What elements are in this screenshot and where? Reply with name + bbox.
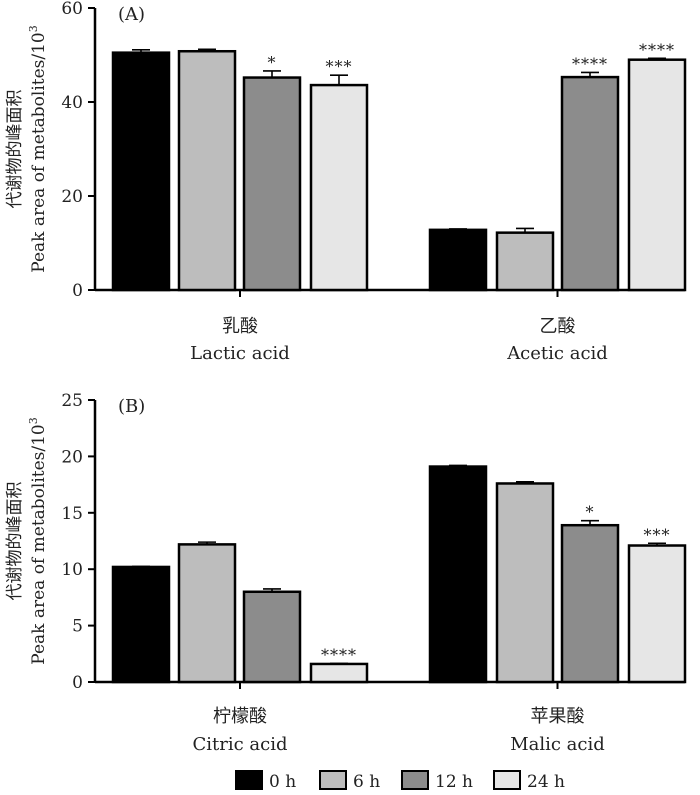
significance-mark: **** bbox=[321, 645, 357, 664]
significance-mark: *** bbox=[326, 57, 353, 76]
y-axis-label-cn: 代谢物的峰面积 bbox=[5, 482, 25, 601]
legend: 0 h 6 h 12 h 24 h bbox=[235, 770, 565, 792]
y-tick-label: 25 bbox=[61, 391, 83, 411]
category-label-cn: 苹果酸 bbox=[531, 706, 585, 727]
category-label-en: Citric acid bbox=[192, 734, 287, 755]
significance-mark: * bbox=[586, 503, 595, 522]
bar-6h-0 bbox=[177, 543, 237, 684]
legend-label: 12 h bbox=[435, 772, 473, 792]
legend-swatch-24h bbox=[493, 770, 521, 790]
y-axis-label-en: Peak area of metabolites/103 bbox=[27, 417, 49, 664]
category-label-cn: 乙酸 bbox=[540, 316, 576, 337]
bar-12h-1 bbox=[560, 523, 620, 684]
legend-swatch-0h bbox=[235, 770, 263, 790]
y-axis-label-en: Peak area of metabolites/103 bbox=[27, 25, 49, 272]
y-tick-label: 60 bbox=[61, 0, 83, 19]
panel-label: (B) bbox=[118, 396, 145, 417]
bar-12h-0 bbox=[242, 590, 302, 684]
bar-24h-1 bbox=[627, 544, 687, 684]
legend-swatch-12h bbox=[401, 770, 429, 790]
bar-24h-0 bbox=[309, 662, 369, 684]
legend-label: 24 h bbox=[527, 772, 565, 792]
category-label-en: Lactic acid bbox=[190, 343, 290, 364]
y-tick-label: 20 bbox=[61, 447, 83, 467]
bar-6h-1 bbox=[495, 482, 555, 684]
significance-mark: * bbox=[268, 53, 277, 72]
bar-0h-0 bbox=[111, 51, 171, 292]
panel-label: (A) bbox=[118, 4, 145, 25]
bar-0h-1 bbox=[428, 228, 488, 292]
category-label-en: Malic acid bbox=[510, 734, 605, 755]
significance-mark: **** bbox=[639, 40, 675, 59]
legend-swatch-6h bbox=[319, 770, 347, 790]
category-label-en: Acetic acid bbox=[506, 343, 608, 364]
bar-6h-1 bbox=[495, 231, 555, 292]
y-tick-label: 0 bbox=[72, 673, 83, 693]
bar-0h-0 bbox=[111, 565, 171, 684]
y-tick-label: 10 bbox=[61, 560, 83, 580]
bar-12h-1 bbox=[560, 75, 620, 292]
y-tick-label: 0 bbox=[72, 281, 83, 301]
bar-6h-0 bbox=[177, 49, 237, 292]
y-tick-label: 40 bbox=[61, 93, 83, 113]
legend-label: 6 h bbox=[353, 772, 380, 792]
bar-0h-1 bbox=[428, 465, 488, 684]
y-tick-label: 15 bbox=[61, 504, 83, 524]
y-tick-label: 20 bbox=[61, 187, 83, 207]
y-tick-label: 5 bbox=[72, 617, 83, 637]
bar-12h-0 bbox=[242, 76, 302, 292]
significance-mark: *** bbox=[644, 525, 671, 544]
legend-label: 0 h bbox=[269, 772, 296, 792]
significance-mark: **** bbox=[572, 54, 608, 73]
category-label-cn: 柠檬酸 bbox=[213, 706, 267, 727]
bar-24h-0 bbox=[309, 83, 369, 292]
y-axis-label-cn: 代谢物的峰面积 bbox=[5, 90, 25, 209]
bar-24h-1 bbox=[627, 58, 687, 292]
category-label-cn: 乳酸 bbox=[222, 316, 258, 337]
